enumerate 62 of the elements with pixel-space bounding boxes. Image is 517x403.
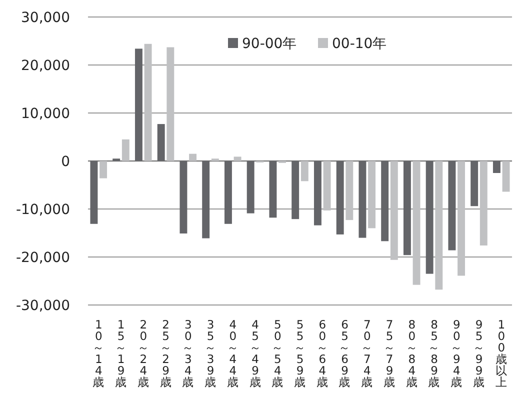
x-tick-label: 15～19歳	[115, 318, 128, 389]
bar	[234, 156, 242, 161]
bar	[358, 161, 366, 238]
x-tick-label: 65～69歳	[338, 318, 351, 389]
bar	[224, 161, 232, 224]
y-tick-label: 20,000	[21, 58, 70, 74]
x-tick-label: 10～14歳	[92, 318, 105, 389]
x-tick-label: 60～64歳	[316, 318, 328, 389]
legend-label: 90-00年	[242, 36, 297, 52]
bar	[144, 44, 152, 161]
y-tick-label: -10,000	[16, 202, 70, 218]
x-tick-label: 40～44歳	[226, 318, 239, 389]
bar	[323, 161, 331, 210]
bar	[435, 161, 443, 290]
y-tick-label: -30,000	[16, 298, 70, 314]
x-tick-label: 80～84歳	[406, 318, 418, 389]
bar	[448, 161, 456, 250]
x-tick-label: 90～94歳	[450, 318, 463, 389]
bar	[502, 161, 510, 192]
bar	[412, 161, 420, 285]
bar	[368, 161, 376, 228]
bar	[122, 139, 130, 161]
bar	[292, 161, 300, 220]
x-tick-label: 25～29歳	[160, 318, 172, 389]
bar	[381, 161, 389, 242]
bar	[403, 161, 411, 256]
bar	[346, 161, 354, 220]
bar	[166, 47, 174, 161]
bar	[426, 161, 434, 274]
bar	[390, 161, 398, 260]
x-tick-label: 75～79歳	[384, 318, 396, 389]
x-tick-label: 100歳以上	[495, 318, 508, 389]
x-tick-label: 50～54歳	[272, 318, 284, 389]
x-tick-label: 95～99歳	[472, 318, 485, 389]
legend-label: 00-10年	[332, 36, 387, 52]
y-tick-label: -20,000	[16, 250, 70, 266]
bar	[470, 161, 478, 206]
bar	[180, 161, 188, 234]
x-tick-label: 35～39歳	[204, 318, 216, 389]
bar	[134, 48, 142, 161]
bar	[269, 161, 277, 218]
x-tick-label: 20～24歳	[137, 318, 150, 389]
bar	[157, 124, 165, 161]
bar	[202, 161, 210, 238]
x-tick-label: 85～89歳	[428, 318, 440, 389]
bar	[492, 161, 500, 173]
bar	[246, 161, 254, 214]
y-tick-label: 30,000	[21, 10, 70, 26]
bar	[300, 161, 308, 182]
bar	[480, 161, 488, 246]
x-tick-label: 70～74歳	[361, 318, 374, 389]
x-tick-label: 55～59歳	[294, 318, 306, 389]
bar	[314, 161, 322, 226]
bar	[336, 161, 344, 234]
bar	[100, 161, 108, 178]
bar	[458, 161, 466, 276]
bar	[189, 154, 197, 161]
y-tick-label: 10,000	[21, 106, 70, 122]
x-tick-label: 45～49歳	[249, 318, 262, 389]
bar	[90, 161, 98, 224]
x-tick-label: 30～34歳	[182, 318, 194, 389]
y-tick-label: 0	[61, 154, 70, 170]
